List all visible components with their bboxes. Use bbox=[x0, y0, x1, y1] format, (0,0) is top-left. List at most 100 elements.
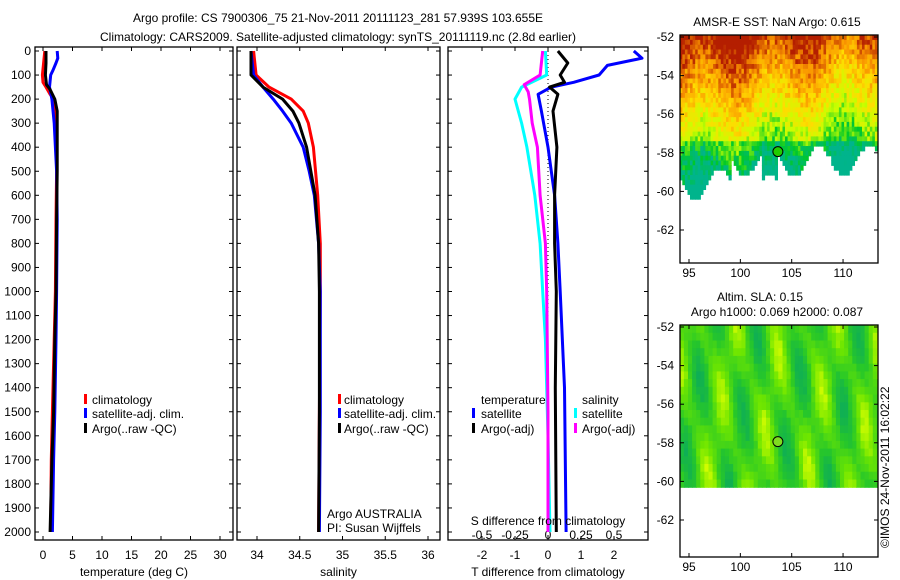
map-cell bbox=[695, 126, 699, 133]
map-cell bbox=[833, 49, 837, 55]
map-cell bbox=[819, 386, 825, 396]
legend-swatch-satellite bbox=[338, 408, 341, 418]
map-cell bbox=[761, 39, 766, 46]
map-cell bbox=[803, 54, 807, 60]
map-cell bbox=[749, 83, 753, 89]
map-cell bbox=[846, 131, 850, 137]
map-cell bbox=[794, 348, 800, 357]
map-cell bbox=[860, 348, 866, 357]
map-cell bbox=[790, 54, 794, 60]
map-cell bbox=[687, 83, 691, 89]
map-cell bbox=[743, 35, 748, 41]
map-cell bbox=[867, 35, 871, 41]
map-cell bbox=[720, 417, 726, 426]
map-cell bbox=[736, 136, 740, 142]
map-cell bbox=[849, 136, 853, 142]
map-cell bbox=[831, 448, 837, 457]
map-cell bbox=[860, 448, 866, 457]
map-cell bbox=[695, 175, 699, 181]
map-cell bbox=[831, 371, 837, 380]
map-cell bbox=[821, 97, 825, 104]
map-cell bbox=[859, 136, 863, 142]
map-cell bbox=[728, 83, 732, 89]
map-cell bbox=[720, 121, 724, 128]
map-cell bbox=[856, 126, 861, 133]
map-cell bbox=[811, 379, 816, 388]
map-cell bbox=[723, 150, 727, 157]
map-cell bbox=[710, 107, 714, 113]
map-cell bbox=[738, 44, 742, 51]
map-cell bbox=[733, 355, 738, 365]
map-cell bbox=[720, 165, 724, 171]
map-cell bbox=[859, 83, 863, 89]
map-cell bbox=[785, 59, 789, 65]
map-cell bbox=[684, 102, 689, 108]
map-cell bbox=[844, 448, 849, 457]
map-cell bbox=[862, 54, 866, 60]
map-cell bbox=[854, 39, 858, 46]
map-cell bbox=[697, 117, 701, 123]
map-cell bbox=[797, 39, 802, 46]
map-cell bbox=[708, 348, 714, 357]
map-cell bbox=[864, 93, 868, 99]
map-cell bbox=[800, 165, 804, 171]
map-cell bbox=[808, 97, 812, 104]
map-cell bbox=[827, 371, 833, 380]
map-cell bbox=[854, 68, 858, 75]
map-cell bbox=[715, 160, 719, 166]
map-cell bbox=[753, 325, 759, 334]
map-cell bbox=[848, 325, 853, 334]
map-cell bbox=[833, 102, 837, 108]
map-cell bbox=[810, 141, 814, 147]
map-cell bbox=[761, 64, 766, 70]
map-cell bbox=[810, 121, 814, 128]
map-cell bbox=[828, 150, 832, 157]
map-cell bbox=[723, 160, 727, 166]
map-cell bbox=[697, 131, 701, 137]
map-cell bbox=[815, 44, 819, 51]
map-cell bbox=[831, 440, 837, 450]
map-cell bbox=[710, 68, 714, 75]
map-cell bbox=[690, 117, 694, 123]
map-cell bbox=[713, 93, 717, 99]
map-cell bbox=[723, 88, 727, 94]
map-cell bbox=[828, 117, 832, 123]
map-cell bbox=[749, 325, 755, 334]
map-cell bbox=[856, 102, 861, 108]
map-cell bbox=[821, 102, 825, 108]
map-cell bbox=[867, 107, 871, 113]
map-cell bbox=[864, 39, 868, 46]
map-cell bbox=[724, 464, 730, 473]
map-cell bbox=[705, 73, 709, 80]
map-cell bbox=[787, 59, 791, 65]
map-cell bbox=[867, 68, 871, 75]
map-cell bbox=[741, 160, 745, 166]
map-cell bbox=[737, 348, 742, 357]
map-cell bbox=[807, 417, 812, 426]
map-cell bbox=[792, 64, 796, 70]
map-cell bbox=[751, 97, 755, 104]
map-cell bbox=[733, 136, 737, 142]
map-cell bbox=[679, 402, 685, 411]
y-tick-label: 100 bbox=[11, 68, 31, 82]
map-cell bbox=[859, 78, 863, 84]
map-cell bbox=[684, 121, 689, 128]
map-cell bbox=[767, 35, 771, 41]
map-cell bbox=[841, 97, 845, 104]
map-cell bbox=[733, 410, 738, 419]
map-cell bbox=[790, 155, 794, 162]
map-cell bbox=[790, 386, 796, 396]
map-cell bbox=[692, 59, 696, 65]
map-cell bbox=[769, 68, 773, 75]
map-cell bbox=[864, 78, 868, 84]
map-cell bbox=[798, 464, 804, 473]
map-cell bbox=[759, 146, 763, 152]
map-cell bbox=[708, 448, 714, 457]
map-cell bbox=[697, 179, 701, 186]
map-cell bbox=[836, 78, 840, 84]
map-cell bbox=[724, 363, 730, 372]
map-cell bbox=[702, 126, 707, 133]
map-cell bbox=[821, 49, 825, 55]
map-cell bbox=[700, 386, 705, 396]
map-cell bbox=[787, 131, 791, 137]
